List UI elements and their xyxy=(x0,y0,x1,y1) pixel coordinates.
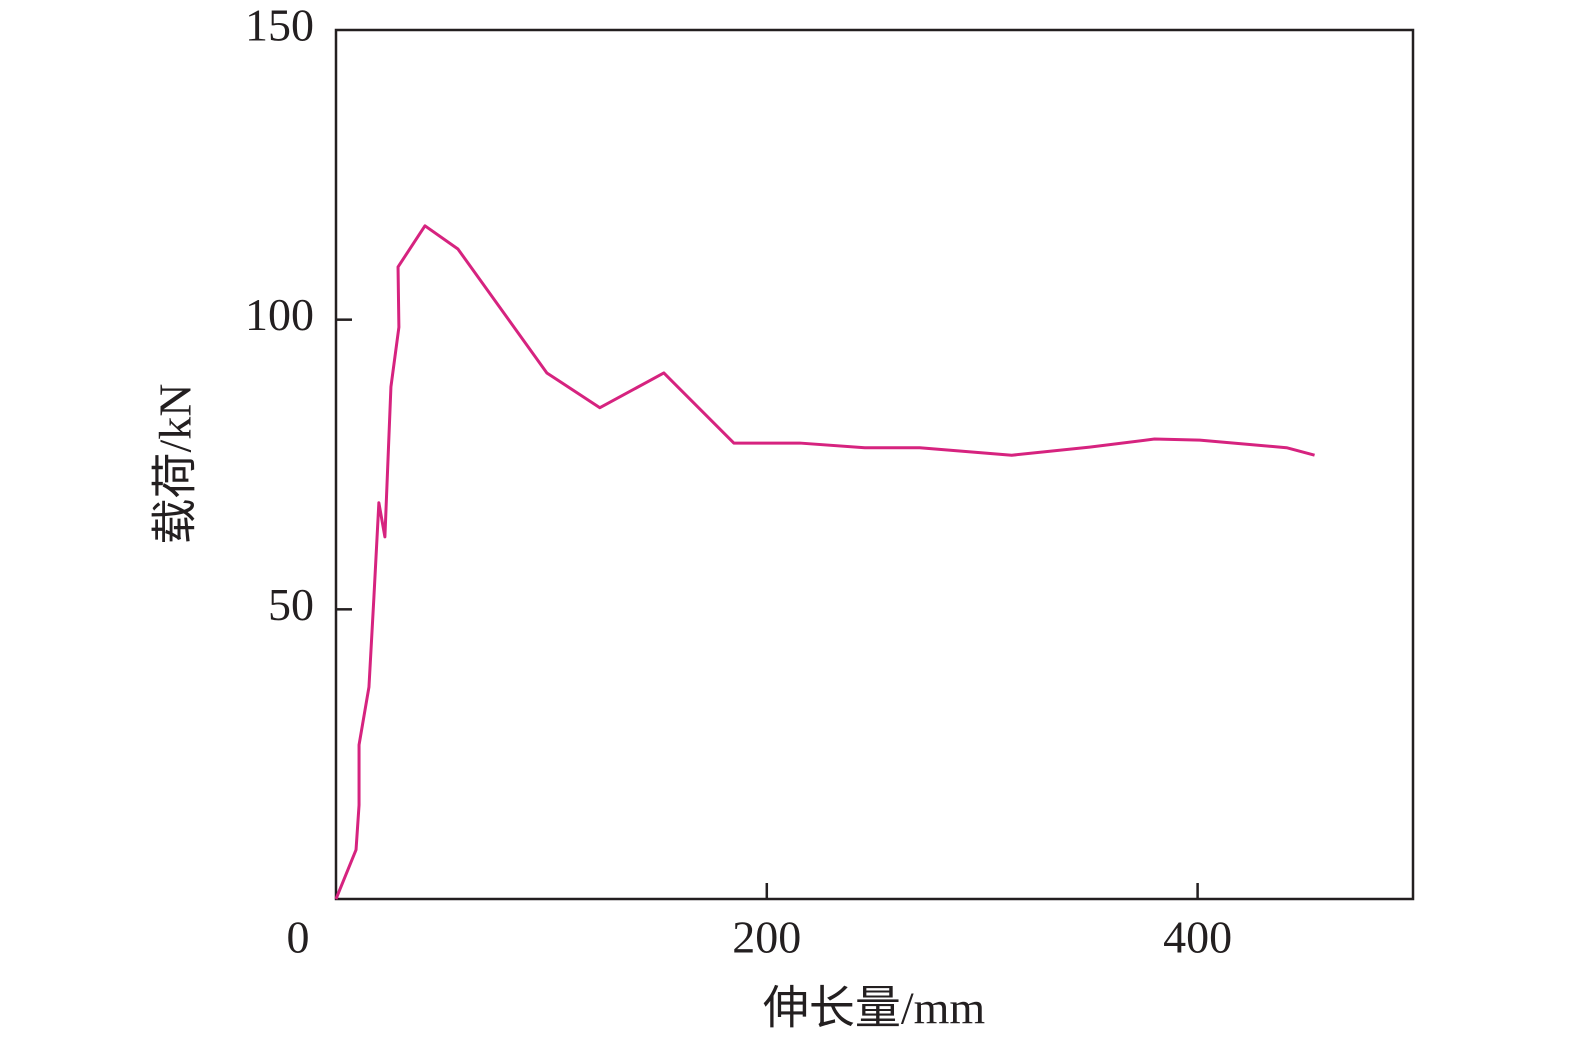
x-tick-label: 400 xyxy=(1163,912,1232,963)
y-axis-label: 载荷/kN xyxy=(150,384,201,545)
x-tick-label: 200 xyxy=(732,912,801,963)
x-axis-label: 伸长量/mm xyxy=(763,983,986,1034)
y-tick-label: 50 xyxy=(268,579,314,630)
y-tick-label: 100 xyxy=(245,289,314,340)
plot-frame xyxy=(334,28,1415,901)
x-tick-label: 0 xyxy=(287,912,310,963)
data-line xyxy=(334,224,1315,900)
y-tick-label: 150 xyxy=(245,0,314,51)
